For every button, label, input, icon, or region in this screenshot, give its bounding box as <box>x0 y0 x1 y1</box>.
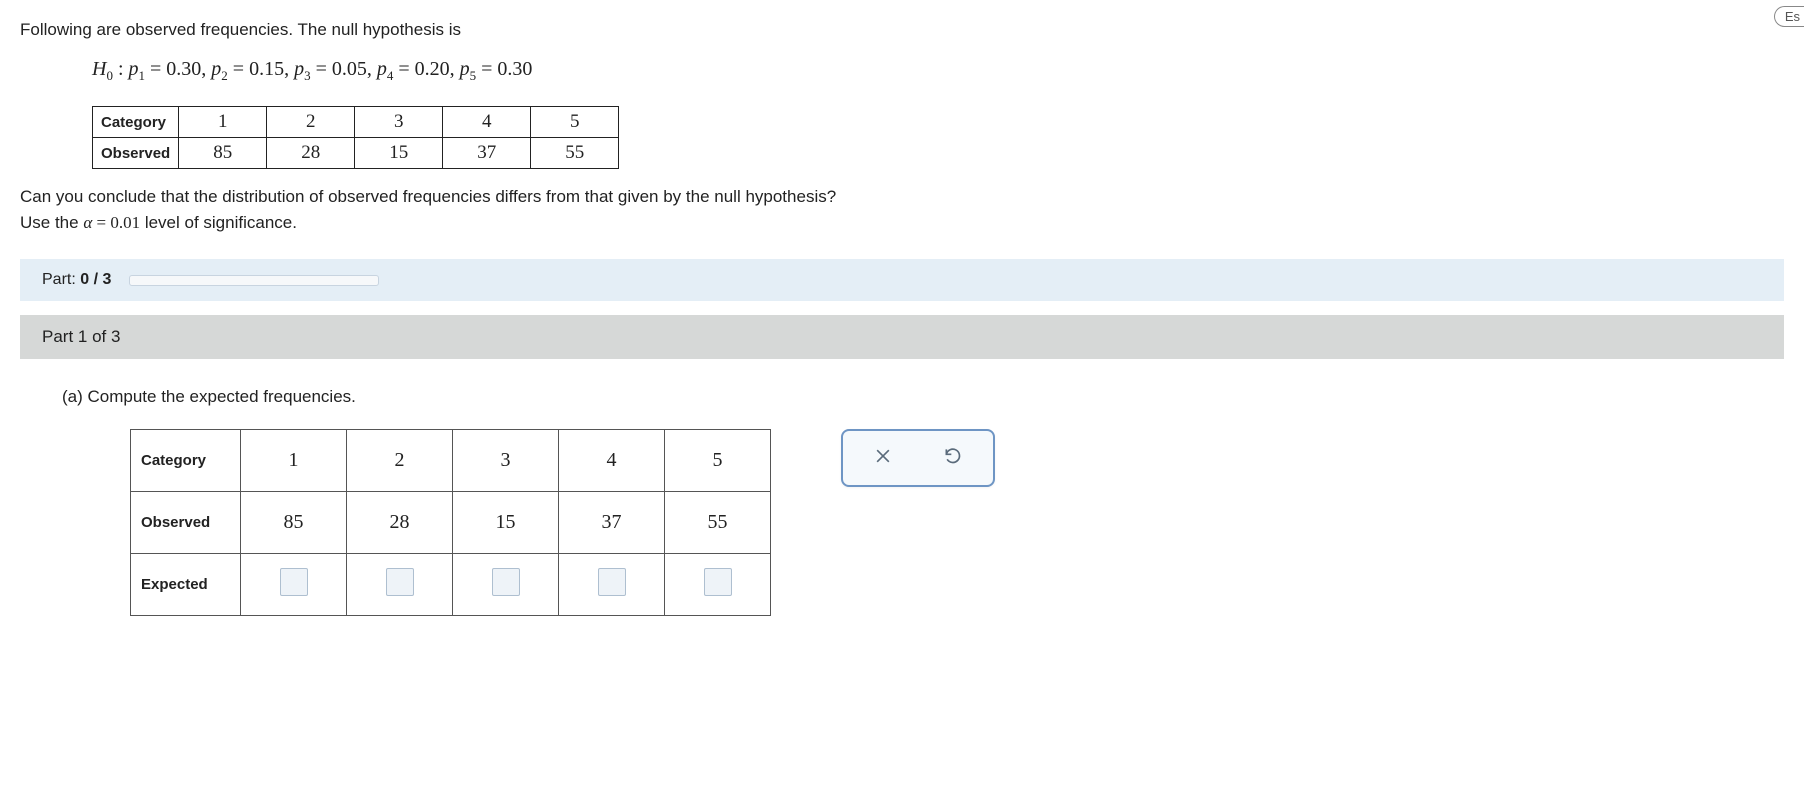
observed-label: Observed <box>131 492 241 554</box>
cat-4: 4 <box>559 430 665 492</box>
expected-input-1[interactable] <box>241 554 347 616</box>
category-label: Category <box>131 430 241 492</box>
close-icon <box>873 446 893 471</box>
tool-panel <box>841 429 995 487</box>
cat-2: 2 <box>267 107 355 138</box>
table-row: Expected <box>131 554 771 616</box>
hyp-colon: : <box>118 58 124 80</box>
category-label: Category <box>93 107 179 138</box>
obs-2: 28 <box>267 138 355 169</box>
sub-question-a: (a) Compute the expected frequencies. <box>62 387 1784 407</box>
hyp-p4: p4 = 0.20 <box>377 58 450 80</box>
cat-5: 5 <box>531 107 619 138</box>
expected-input-4[interactable] <box>559 554 665 616</box>
expected-input-3[interactable] <box>453 554 559 616</box>
hyp-p5: p5 = 0.30 <box>460 58 533 80</box>
obs-5: 55 <box>531 138 619 169</box>
obs-1: 85 <box>179 138 267 169</box>
hyp-sub0: 0 <box>106 68 113 83</box>
answer-table: Category 1 2 3 4 5 Observed 85 28 15 37 … <box>130 429 771 616</box>
given-data-table: Category 1 2 3 4 5 Observed 85 28 15 37 … <box>92 106 619 169</box>
part-header: Part 1 of 3 <box>20 315 1784 359</box>
null-hypothesis: H0 : p1 = 0.30, p2 = 0.15, p3 = 0.05, p4… <box>92 58 1784 84</box>
obs-1: 85 <box>241 492 347 554</box>
progress-label: Part: 0 / 3 <box>42 271 111 289</box>
hyp-H: H <box>92 58 106 80</box>
obs-4: 37 <box>443 138 531 169</box>
table-row: Observed 85 28 15 37 55 <box>131 492 771 554</box>
hyp-p3: p3 = 0.05 <box>294 58 367 80</box>
cat-5: 5 <box>665 430 771 492</box>
expected-input-2[interactable] <box>347 554 453 616</box>
obs-3: 15 <box>355 138 443 169</box>
reset-button[interactable] <box>943 448 963 468</box>
part-progress-bar: Part: 0 / 3 <box>20 259 1784 301</box>
expected-input-5[interactable] <box>665 554 771 616</box>
clear-button[interactable] <box>873 448 893 468</box>
obs-2: 28 <box>347 492 453 554</box>
table-row-category: Category 1 2 3 4 5 <box>93 107 619 138</box>
cat-3: 3 <box>453 430 559 492</box>
cat-1: 1 <box>179 107 267 138</box>
cat-4: 4 <box>443 107 531 138</box>
question-line-1: Can you conclude that the distribution o… <box>20 187 1784 207</box>
table-row: Category 1 2 3 4 5 <box>131 430 771 492</box>
obs-4: 37 <box>559 492 665 554</box>
obs-5: 55 <box>665 492 771 554</box>
intro-text: Following are observed frequencies. The … <box>20 20 1784 40</box>
expected-label: Expected <box>131 554 241 616</box>
cat-2: 2 <box>347 430 453 492</box>
undo-icon <box>943 446 963 471</box>
question-line-2: Use the α = 0.01 level of significance. <box>20 213 1784 233</box>
observed-label: Observed <box>93 138 179 169</box>
hyp-p1: p1 = 0.30 <box>129 58 202 80</box>
language-pill[interactable]: Es <box>1774 6 1804 27</box>
progress-track <box>129 275 379 286</box>
table-row-observed: Observed 85 28 15 37 55 <box>93 138 619 169</box>
cat-1: 1 <box>241 430 347 492</box>
obs-3: 15 <box>453 492 559 554</box>
hyp-p2: p2 = 0.15 <box>211 58 284 80</box>
cat-3: 3 <box>355 107 443 138</box>
